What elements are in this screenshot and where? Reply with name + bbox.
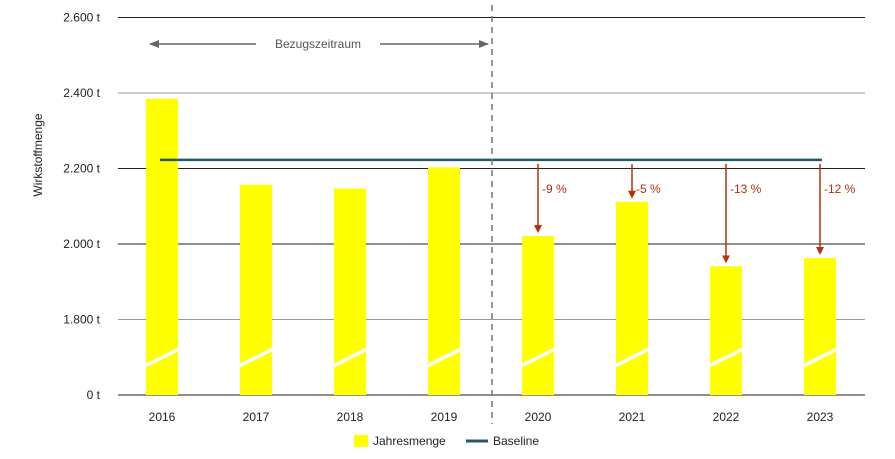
- axis-break-mark: [144, 347, 180, 368]
- bar-2017: [240, 184, 272, 395]
- axis-break-mark: [520, 347, 556, 368]
- x-tick-label: 2021: [619, 410, 646, 424]
- bar-2019: [428, 167, 460, 395]
- reduction-label-2020: -9 %: [542, 182, 567, 196]
- axis-break-mark: [238, 347, 274, 368]
- axis-break-mark: [614, 347, 650, 368]
- x-tick-label: 2017: [243, 410, 270, 424]
- bar-2020: [522, 236, 554, 395]
- bars: [146, 98, 836, 395]
- reduction-label-2021: -5 %: [636, 182, 661, 196]
- y-tick-labels: 0 t 1.800 t 2.000 t 2.200 t 2.400 t 2.600 t: [63, 11, 100, 403]
- x-tick-labels: 2016 2017 2018 2019 2020 2021 2022 2023: [149, 410, 834, 424]
- reduction-annotations: -9 % -5 % -13 % -12 %: [534, 163, 856, 264]
- x-tick-label: 2016: [149, 410, 176, 424]
- axis-break-mark: [426, 347, 462, 368]
- reduction-label-2022: -13 %: [730, 182, 762, 196]
- axis-break-marks: [144, 347, 838, 368]
- y-tick-label: 1.800 t: [63, 313, 100, 327]
- y-tick-label: 2.000 t: [63, 237, 100, 251]
- axis-break-mark: [332, 347, 368, 368]
- bar-2022: [710, 266, 742, 395]
- y-tick-label: 2.400 t: [63, 86, 100, 100]
- bar-2016: [146, 98, 178, 395]
- legend-label-baseline: Baseline: [493, 434, 539, 448]
- x-tick-label: 2019: [431, 410, 458, 424]
- reference-period-label: Bezugszeitraum: [275, 37, 361, 51]
- bar-2023: [804, 257, 836, 395]
- reduction-label-2023: -12 %: [824, 182, 856, 196]
- x-tick-label: 2020: [525, 410, 552, 424]
- axis-break-mark: [708, 347, 744, 368]
- x-tick-label: 2023: [807, 410, 834, 424]
- x-tick-label: 2018: [337, 410, 364, 424]
- x-tick-label: 2022: [713, 410, 740, 424]
- y-tick-label: 2.200 t: [63, 162, 100, 176]
- y-tick-label: 0 t: [87, 388, 101, 402]
- legend-swatch-jahresmenge: [354, 435, 368, 447]
- bar-2021: [616, 201, 648, 395]
- y-axis-label: Wirkstoffmenge: [31, 113, 45, 196]
- axis-break-mark: [802, 347, 838, 368]
- bar-2018: [334, 188, 366, 395]
- y-tick-label: 2.600 t: [63, 11, 100, 25]
- legend-label-jahresmenge: Jahresmenge: [373, 434, 446, 448]
- legend: Jahresmenge Baseline: [354, 434, 539, 448]
- reference-period-annotation: Bezugszeitraum: [149, 37, 489, 51]
